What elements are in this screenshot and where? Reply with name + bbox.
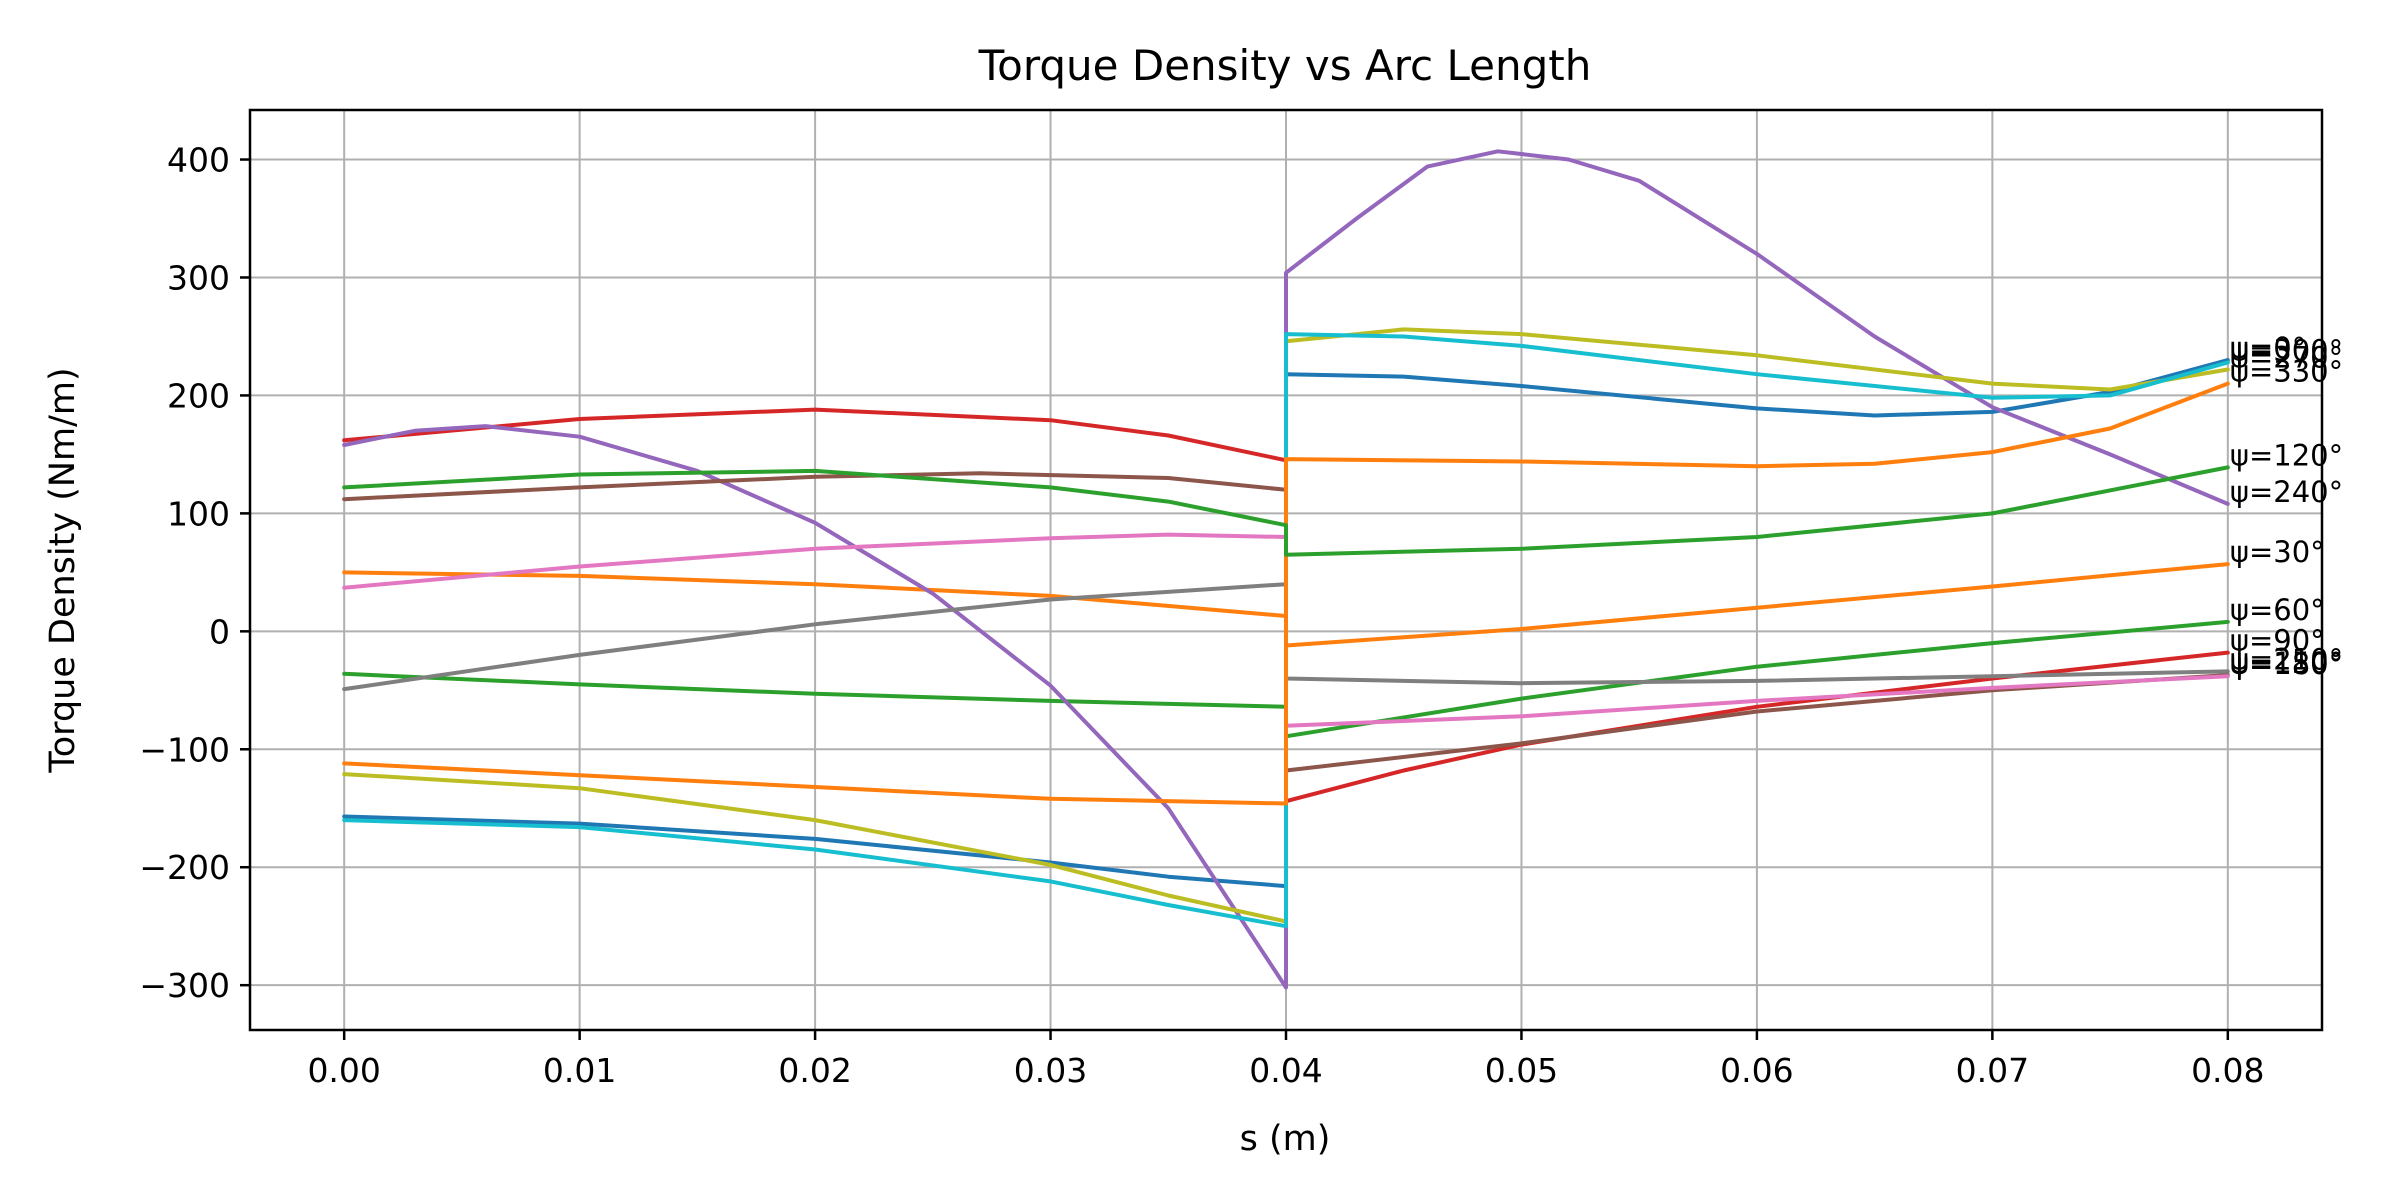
- x-tick-label: 0.05: [1485, 1051, 1558, 1090]
- series-end-label: ψ=270°: [2230, 340, 2343, 374]
- y-tick-label: 0: [209, 612, 230, 651]
- series-line: [342, 358, 2230, 889]
- x-tick-label: 0.08: [2191, 1051, 2264, 1090]
- y-tick-label: 200: [167, 376, 230, 415]
- x-tick-label: 0.04: [1249, 1051, 1322, 1090]
- y-tick-label: 100: [167, 494, 230, 533]
- series-line: [342, 332, 2230, 929]
- series-end-label: ψ=300°: [2230, 333, 2343, 367]
- series-line: [342, 381, 2230, 806]
- series-end-label: ψ=120°: [2230, 438, 2343, 472]
- y-tick-label: −200: [139, 848, 230, 887]
- x-tick-label: 0.02: [778, 1051, 851, 1090]
- x-tick-label: 0.07: [1956, 1051, 2029, 1090]
- series-end-label: ψ=330°: [2230, 355, 2343, 389]
- series-end-labels: ψ=0°ψ=30°ψ=60°ψ=90°ψ=240°ψ=150°ψ=180°ψ=2…: [2230, 331, 2343, 681]
- x-tick-label: 0.01: [543, 1051, 616, 1090]
- series-end-label: ψ=0°: [2230, 331, 2306, 365]
- series-end-label: ψ=210°: [2230, 642, 2343, 676]
- series-lines: [342, 149, 2230, 990]
- axis-ticks: 0.00 0.01 0.02 0.03 0.04 0.05 0.06 0.07 0.08 −300…: [139, 141, 2264, 1090]
- y-tick-label: −100: [139, 730, 230, 769]
- x-tick-label: 0.03: [1014, 1051, 1087, 1090]
- x-axis-title: s (m): [1240, 1119, 1331, 1159]
- y-tick-label: −300: [139, 966, 230, 1005]
- x-tick-label: 0.06: [1720, 1051, 1793, 1090]
- series-end-label: ψ=90°: [2230, 624, 2325, 658]
- y-axis-title: Torque Density (Nm/m): [43, 367, 83, 773]
- y-tick-label: 400: [167, 141, 230, 180]
- series-end-label: ψ=240°: [2230, 475, 2343, 509]
- series-line: [342, 149, 2230, 990]
- series-end-label: ψ=30°: [2230, 535, 2325, 569]
- chart-title: Torque Density vs Arc Length: [978, 41, 1592, 90]
- y-tick-label: 300: [167, 258, 230, 297]
- series-end-label: ψ=180°: [2230, 647, 2343, 681]
- x-tick-label: 0.00: [307, 1051, 380, 1090]
- series-line: [342, 465, 2230, 557]
- series-end-label: ψ=60°: [2230, 593, 2325, 627]
- series-end-label: ψ=150°: [2230, 646, 2343, 680]
